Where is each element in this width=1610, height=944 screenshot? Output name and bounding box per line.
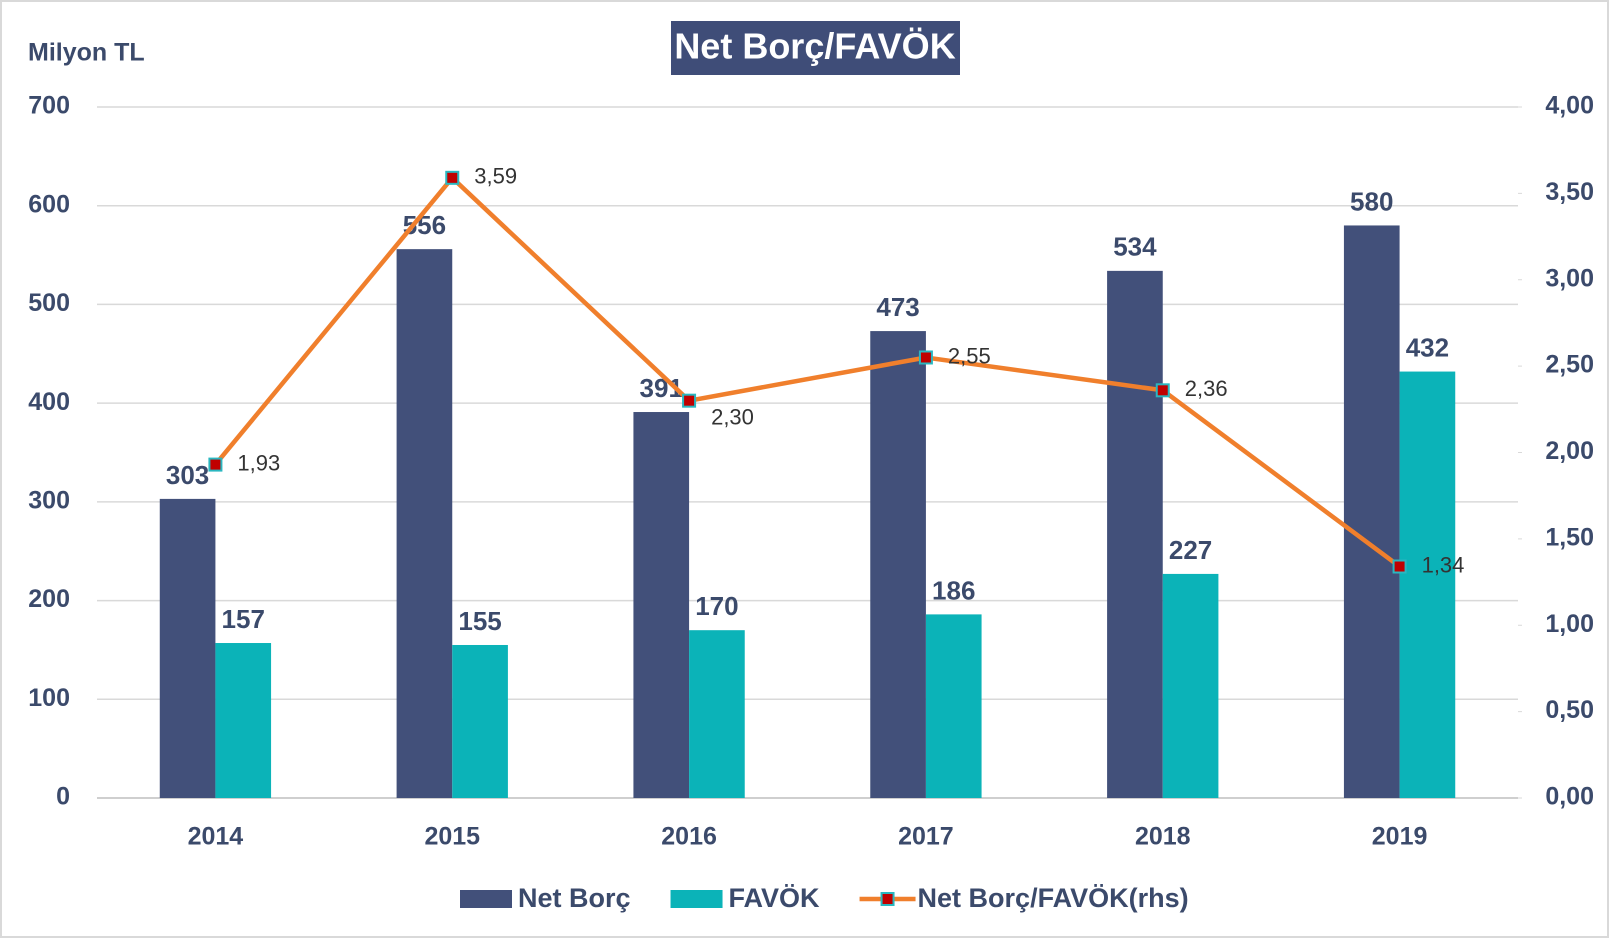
bar-label: 227 <box>1169 535 1212 565</box>
bar <box>870 331 926 798</box>
bar-label: 303 <box>166 460 209 490</box>
x-tick-label: 2015 <box>424 823 480 851</box>
line-marker <box>1392 559 1407 574</box>
line-marker <box>208 457 223 472</box>
y2-tick-label: 0,00 <box>1545 783 1594 811</box>
y-tick-label: 300 <box>28 486 70 514</box>
y-tick-label: 500 <box>28 289 70 317</box>
y2-tick-label: 3,00 <box>1545 264 1594 292</box>
y-tick-label: 400 <box>28 388 70 416</box>
legend-label: Net Borç/FAVÖK(rhs) <box>918 883 1189 913</box>
line-label: 2,30 <box>711 404 754 429</box>
bar-label: 534 <box>1113 232 1157 262</box>
legend-label: Net Borç <box>518 883 631 913</box>
bar <box>396 249 453 799</box>
line <box>213 174 1401 569</box>
bar <box>633 412 690 798</box>
line-label: 1,34 <box>1422 552 1465 577</box>
line-label: 3,59 <box>474 164 517 189</box>
y-tick-label: 200 <box>28 585 70 613</box>
legend-swatch <box>670 890 723 908</box>
line-marker <box>445 170 460 185</box>
bar-label: 155 <box>458 606 501 636</box>
y2-tick-label: 0,50 <box>1545 696 1594 724</box>
bar-label: 170 <box>695 591 738 621</box>
bar <box>1343 225 1400 798</box>
bar <box>925 614 982 798</box>
y2-tick-label: 4,00 <box>1545 92 1594 120</box>
bar-label: 432 <box>1406 332 1449 362</box>
bar-label: 473 <box>876 292 919 322</box>
legend-marker <box>880 892 895 906</box>
y-tick-label: 100 <box>28 684 70 712</box>
bar <box>1107 270 1163 798</box>
bar <box>215 643 272 798</box>
x-tick-label: 2017 <box>898 823 954 851</box>
bar-label: 157 <box>222 604 265 634</box>
line-marker <box>682 393 697 408</box>
bar-label: 580 <box>1350 186 1393 216</box>
bar-label: 186 <box>932 575 975 605</box>
y2-tick-label: 1,50 <box>1545 523 1594 551</box>
y2-tick-label: 1,00 <box>1545 610 1594 638</box>
x-tick-label: 2019 <box>1372 823 1428 851</box>
x-tick-label: 2018 <box>1135 823 1191 851</box>
line-label: 2,55 <box>948 343 991 368</box>
legend-swatch <box>460 890 512 908</box>
x-tick-label: 2016 <box>661 823 717 851</box>
bar <box>159 498 216 798</box>
y-tick-label: 600 <box>28 190 70 218</box>
x-tick-label: 2014 <box>188 823 244 851</box>
title-box <box>671 21 960 75</box>
y-tick-label: 700 <box>28 92 70 120</box>
line-marker <box>918 350 933 365</box>
y2-tick-label: 3,50 <box>1545 178 1594 206</box>
bar <box>452 644 508 798</box>
bar <box>1162 573 1219 798</box>
bar <box>1399 371 1456 798</box>
legend-label: FAVÖK <box>729 883 821 913</box>
chart-title: Net Borç/FAVÖK <box>674 26 955 67</box>
y-tick-label: 0 <box>56 783 70 811</box>
y2-tick-label: 2,50 <box>1545 351 1594 379</box>
line-label: 1,93 <box>237 450 280 475</box>
line-marker <box>1155 383 1170 398</box>
bar <box>689 630 745 798</box>
line-label: 2,36 <box>1185 376 1228 401</box>
y-axis-label: Milyon TL <box>28 39 145 67</box>
y2-tick-label: 2,00 <box>1545 437 1594 465</box>
